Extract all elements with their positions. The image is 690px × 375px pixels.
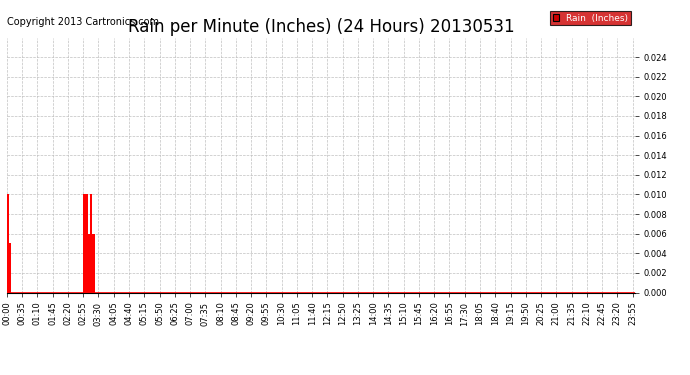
- Legend: Rain  (Inches): Rain (Inches): [551, 11, 631, 25]
- Text: Copyright 2013 Cartronics.com: Copyright 2013 Cartronics.com: [7, 17, 159, 27]
- Title: Rain per Minute (Inches) (24 Hours) 20130531: Rain per Minute (Inches) (24 Hours) 2013…: [128, 18, 514, 36]
